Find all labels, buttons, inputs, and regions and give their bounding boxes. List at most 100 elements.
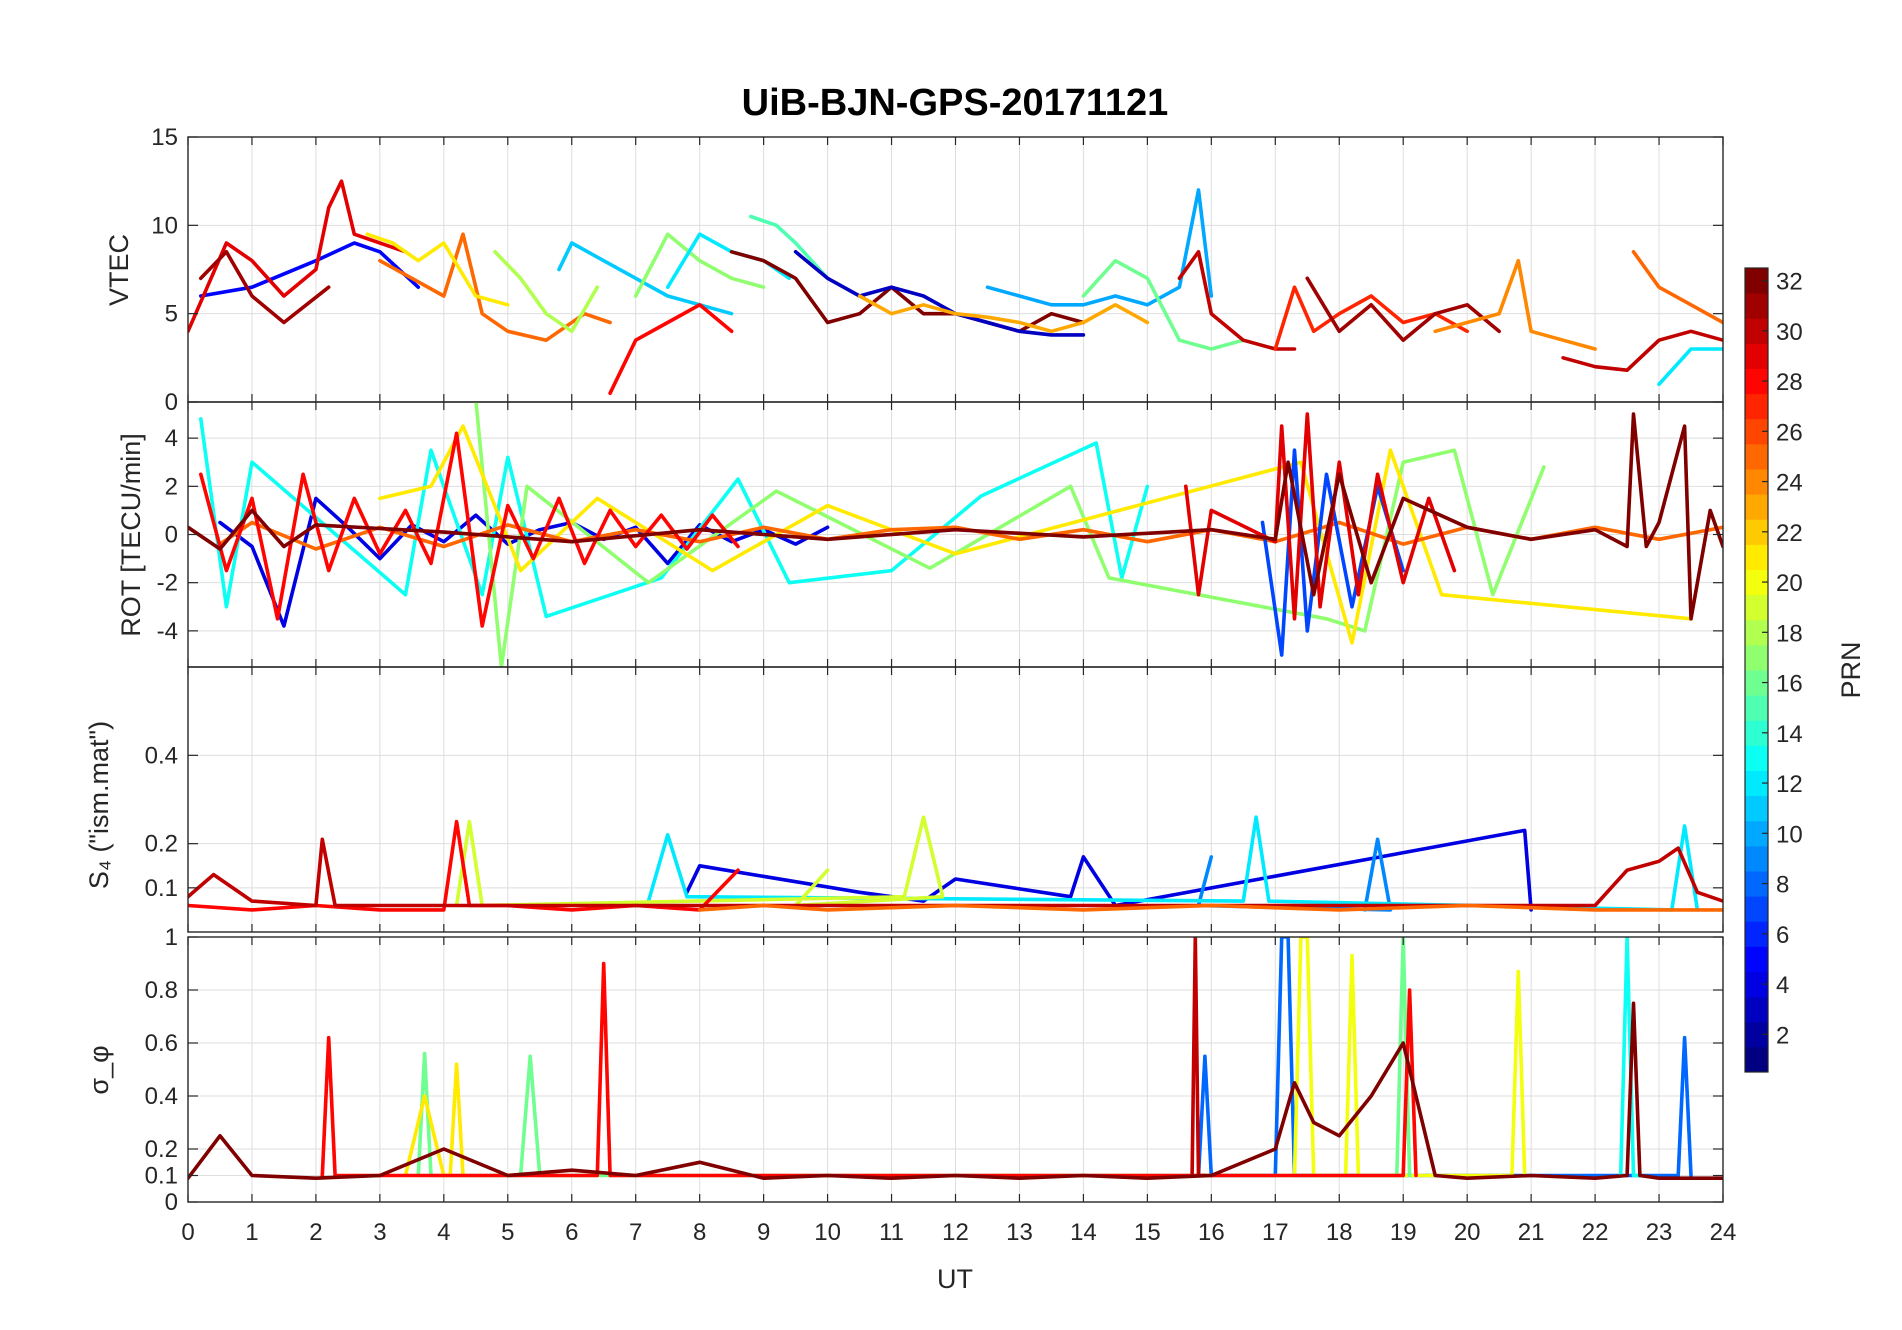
x-axis-label: UT <box>937 1264 973 1294</box>
series-line-prn-25 <box>378 232 612 343</box>
series-line-prn-28 <box>188 819 740 912</box>
colorbar-swatch <box>1745 720 1768 746</box>
y-tick-label: 0.2 <box>145 1136 178 1163</box>
y-tick-label: 0 <box>165 1189 178 1216</box>
series-line-prn-29 <box>1184 412 1457 621</box>
series-line-prn-30 <box>188 837 1723 908</box>
y-axis-label: σ_φ <box>84 1045 114 1094</box>
x-tick-label: 0 <box>181 1219 194 1246</box>
y-axis-label: VTEC <box>104 234 134 306</box>
series-line-prn-17 <box>633 232 766 298</box>
y-axis-label: ROT [TECU/min] <box>116 433 146 637</box>
series-line-prn-12 <box>665 232 792 290</box>
x-tick-label: 14 <box>1070 1219 1097 1246</box>
colorbar-tick-label: 30 <box>1776 319 1803 346</box>
panel-s4: 0.1 0.2 0.4 S₄ ("ism.mat") <box>84 666 1724 933</box>
colorbar-swatch <box>1745 619 1768 646</box>
colorbar-swatch <box>1745 318 1768 344</box>
colorbar-swatch <box>1745 921 1768 947</box>
series-line-prn-32 <box>729 250 1086 334</box>
series-line-prn-12 <box>1657 347 1723 387</box>
y-tick-label: 0.1 <box>145 875 178 902</box>
x-tick-label: 17 <box>1262 1219 1289 1246</box>
series-group <box>188 937 1723 1180</box>
colorbar-swatch <box>1745 594 1768 621</box>
series-line-prn-3 <box>793 250 1086 337</box>
colorbar-swatch <box>1745 494 1768 520</box>
y-tick-label: 0.8 <box>145 977 178 1004</box>
series-line-prn-21 <box>365 232 510 307</box>
x-tick-label: 23 <box>1646 1219 1673 1246</box>
colorbar-swatch <box>1745 996 1768 1023</box>
colorbar-swatch <box>1745 443 1768 470</box>
y-tick-label: 10 <box>151 212 178 239</box>
x-tick-label: 16 <box>1198 1219 1225 1246</box>
series-line-prn-32 <box>188 412 1723 621</box>
x-tick-label: 6 <box>565 1219 578 1246</box>
y-tick-label: 2 <box>165 473 178 500</box>
series-group <box>188 179 1723 396</box>
colorbar-tick-label: 16 <box>1776 671 1803 698</box>
x-tick-label: 5 <box>501 1219 514 1246</box>
y-tick-label: -4 <box>157 618 178 645</box>
colorbar-tick-label: 2 <box>1776 1022 1789 1049</box>
colorbar-tick-label: 32 <box>1776 269 1803 296</box>
y-tick-label: 0 <box>165 522 178 549</box>
x-tick-label: 20 <box>1454 1219 1481 1246</box>
series-line-prn-32 <box>188 1001 1723 1180</box>
panel-sigma-phi: 00.10.2 0.4 0.6 0.8 1 σ_φ <box>84 924 1724 1216</box>
series-line-prn-13 <box>199 417 1150 619</box>
chart-title: UiB-BJN-GPS-20171121 <box>742 82 1169 124</box>
series-line-prn-20 <box>1292 937 1527 1178</box>
series-group <box>188 402 1723 667</box>
x-tick-label: 9 <box>757 1219 770 1246</box>
colorbar-swatch <box>1745 795 1768 822</box>
colorbar-tick-label: 4 <box>1776 972 1789 999</box>
colorbar-tick-label: 10 <box>1776 821 1803 848</box>
colorbar-swatch <box>1745 695 1768 721</box>
colorbar-swatch <box>1745 544 1768 570</box>
y-tick-label: 0.1 <box>145 1163 178 1190</box>
series-line-prn-24 <box>1433 258 1597 351</box>
panel-rot: -4 -2 0 2 4 ROT [TECU/min] <box>116 401 1724 668</box>
colorbar-swatch <box>1745 418 1768 445</box>
series-line-prn-5 <box>199 241 421 298</box>
colorbar-tick-label: 12 <box>1776 771 1803 798</box>
colorbar-swatch <box>1745 469 1768 495</box>
colorbar-swatch <box>1745 1021 1768 1048</box>
colorbar-label: PRN <box>1836 641 1866 698</box>
y-tick-label: 0.6 <box>145 1030 178 1057</box>
x-axis: UT 0 1 2 3 4 5 6 7 8 9 10 11 12 13 14 15 16 17 18 19 20 21 22 2… <box>181 1219 1736 1294</box>
x-tick-label: 4 <box>437 1219 450 1246</box>
colorbar-swatch <box>1745 845 1768 872</box>
colorbar-swatch <box>1745 343 1768 369</box>
y-tick-label: 0 <box>165 389 178 416</box>
colorbar-swatch <box>1745 393 1768 420</box>
series-line-prn-30 <box>1561 329 1723 373</box>
x-tick-label: 18 <box>1326 1219 1353 1246</box>
colorbar-swatch <box>1745 569 1768 596</box>
series-line-prn-4 <box>685 828 1533 912</box>
series-line-prn-31 <box>1305 276 1501 343</box>
y-tick-label: 5 <box>165 301 178 328</box>
y-tick-label: 4 <box>165 425 178 452</box>
series-line-prn-25 <box>1631 250 1723 325</box>
x-tick-label: 1 <box>245 1219 258 1246</box>
series-line-prn-8 <box>1196 937 1693 1178</box>
x-tick-label: 24 <box>1710 1219 1737 1246</box>
series-line-prn-15 <box>748 214 830 281</box>
series-line-prn-21 <box>378 424 1693 645</box>
series-group <box>188 815 1723 912</box>
series-line-prn-28 <box>608 302 734 396</box>
colorbar-swatch <box>1745 745 1768 771</box>
series-line-prn-21 <box>403 1062 465 1178</box>
x-tick-label: 21 <box>1518 1219 1545 1246</box>
colorbar-tick-label: 18 <box>1776 620 1803 647</box>
colorbar-swatch <box>1745 820 1768 847</box>
colorbar-swatch <box>1745 946 1768 972</box>
colorbar-tick-label: 8 <box>1776 872 1789 899</box>
colorbar-swatch <box>1745 770 1768 797</box>
colorbar-tick-label: 24 <box>1776 470 1803 497</box>
colorbar-tick-label: 22 <box>1776 520 1803 547</box>
